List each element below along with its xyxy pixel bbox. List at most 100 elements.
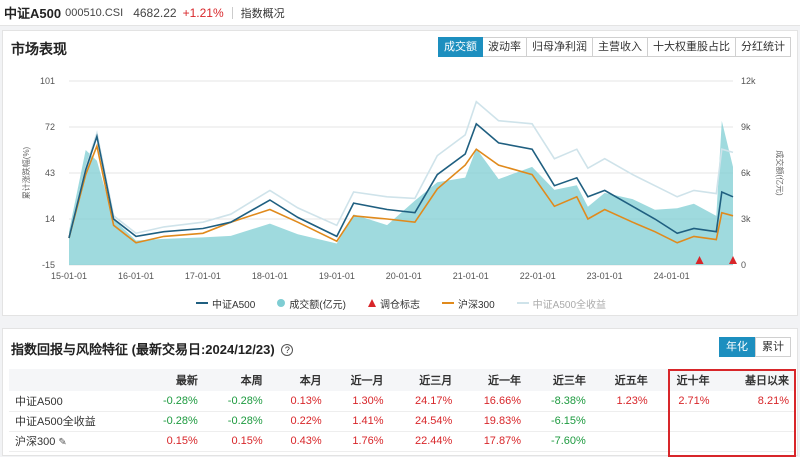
rebalance-marker[interactable] [695,256,704,264]
table-cell: 0.13% [268,391,328,412]
legend-swatch-hs300 [441,302,454,304]
table-cell: 1.76% [327,431,390,452]
col-header: 本月 [268,369,328,391]
period-tabs: 年化 累计 [719,337,791,357]
x-tick-label: 15-01-01 [51,271,87,281]
tab-dividend[interactable]: 分红统计 [736,37,791,57]
series-turnover-area [69,120,733,266]
col-header: 近十年 [653,369,716,391]
tab-annualized[interactable]: 年化 [719,337,755,357]
table-cell [591,411,654,432]
table-cell: 1.23% [591,391,654,412]
x-tick-label: 21-01-01 [453,271,489,281]
col-header: 基日以来 [715,369,795,391]
tab-revenue[interactable]: 主营收入 [593,37,648,57]
row-name: 中证A500全收益 [9,411,139,432]
table-cell: -0.28% [139,411,204,432]
table-cell: 17.87% [458,431,527,452]
table-cell: -8.38% [527,391,592,412]
table-cell: -6.15% [527,411,592,432]
table-cell [653,411,716,432]
table-cell: 8.21% [715,391,795,412]
last-trade-date: (最新交易日:2024/12/23) [131,342,275,357]
pencil-icon[interactable]: ✎ [58,437,67,448]
table-cell: 22.44% [389,431,459,452]
legend-label-a500: 中证A500 [211,299,256,311]
y2-tick-label: 12k [741,76,756,86]
table-cell: 16.66% [458,391,527,412]
tab-net-profit[interactable]: 归母净利润 [527,37,593,57]
tab-cumulative[interactable]: 累计 [755,337,791,357]
series-line [68,143,734,244]
y2-tick-label: 6k [741,168,751,178]
table-cell: 0.15% [139,431,204,452]
performance-chart[interactable]: 101 72 43 14 -15 12k 9k 6k 3k 0 15-01-01 16-01-01 17… [3,75,799,295]
y-tick-label: 101 [40,76,55,86]
help-icon[interactable]: ? [281,344,294,356]
legend-swatch-a500 [195,302,208,304]
col-header: 近五年 [591,369,654,391]
index-name: 中证A500 [4,6,62,21]
x-tick-label: 19-01-01 [319,271,355,281]
legend-item-turnover[interactable]: 成交额(亿元) [277,296,346,311]
index-overview-link[interactable]: 指数概况 [240,7,285,20]
y2-tick-label: 3k [741,214,751,224]
y2-tick-label: 9k [741,122,751,132]
x-tick-label: 24-01-01 [654,271,690,281]
chart-lines [68,100,734,244]
series-line [68,100,734,239]
tab-volatility[interactable]: 波动率 [483,37,527,57]
turnover-area [69,120,733,266]
y-tick-label: 14 [45,214,55,224]
table-cell: 0.43% [268,431,328,452]
table-cell: -7.60% [527,431,592,452]
chart-legend: 中证A500 成交额(亿元) 调仓标志 沪深300 中证A500全收益 [3,295,799,311]
y-tick-label: 72 [45,122,55,132]
market-performance-panel: 市场表现 成交额 波动率 归母净利润 主营收入 十大权重股占比 分红统计 101… [2,30,798,316]
table-cell: 1.41% [327,411,390,432]
y-tick-label: 43 [45,168,55,178]
legend-swatch-a500-total [516,302,529,304]
index-price: 4682.22 [133,5,177,20]
rebalance-marker[interactable] [729,256,737,264]
chart-axes: 101 72 43 14 -15 12k 9k 6k 3k 0 15-01-01 16-01-01 17… [21,76,785,281]
table-cell [591,431,654,452]
legend-label-a500-total: 中证A500全收益 [532,299,607,311]
table-cell [715,431,795,452]
index-code: 000510.CSI [65,6,124,19]
legend-item-hs300[interactable]: 沪深300 [441,296,495,311]
x-tick-label: 22-01-01 [520,271,556,281]
table-row: 沪深300 ✎ 0.15% 0.15% 0.43% 1.76% 22.44% 17.87% -7… [9,431,795,452]
col-header: 近一月 [327,369,390,391]
legend-item-a500[interactable]: 中证A500 [195,296,256,311]
returns-risk-panel: 指数回报与风险特征 (最新交易日:2024/12/23) ? 年化 累计 最新 … [2,328,798,457]
legend-item-rebalance[interactable]: 调仓标志 [367,296,420,311]
index-change: +1.21% [182,5,224,20]
table-cell: 19.83% [458,411,527,432]
table-row: 中证A500全收益 -0.28% -0.28% 0.22% 1.41% 24.54% 19.… [9,411,795,432]
table-cell: 1.30% [327,391,390,412]
y-axis-title: 累计涨跌幅(%) [21,146,31,199]
col-header-name [9,369,139,391]
col-header: 最新 [139,369,204,391]
row-name-text: 中证A500 [15,395,63,408]
table-cell: 24.54% [389,411,459,432]
tab-top10-weight[interactable]: 十大权重股占比 [648,37,736,57]
table-cell: 0.15% [203,431,269,452]
tab-turnover[interactable]: 成交额 [438,37,483,57]
row-name-text: 中证A500全收益 [15,416,96,428]
market-performance-title: 市场表现 [11,41,67,57]
x-tick-label: 18-01-01 [252,271,288,281]
col-header: 近一年 [458,369,527,391]
table-cell: 24.17% [389,391,459,412]
returns-title-text: 指数回报与风险特征 [11,342,129,357]
table-cell: -0.28% [203,391,269,412]
rebalance-markers [695,256,737,264]
x-tick-label: 17-01-01 [185,271,221,281]
legend-item-a500-total[interactable]: 中证A500全收益 [516,296,607,311]
table-row: 中证A500 -0.28% -0.28% 0.13% 1.30% 24.17% 16.66%… [9,391,795,412]
triangle-icon [367,299,376,307]
row-name: 沪深300 ✎ [9,431,139,452]
table-cell: 2.71% [653,391,716,412]
market-tabs: 成交额 波动率 归母净利润 主营收入 十大权重股占比 分红统计 [438,37,791,57]
